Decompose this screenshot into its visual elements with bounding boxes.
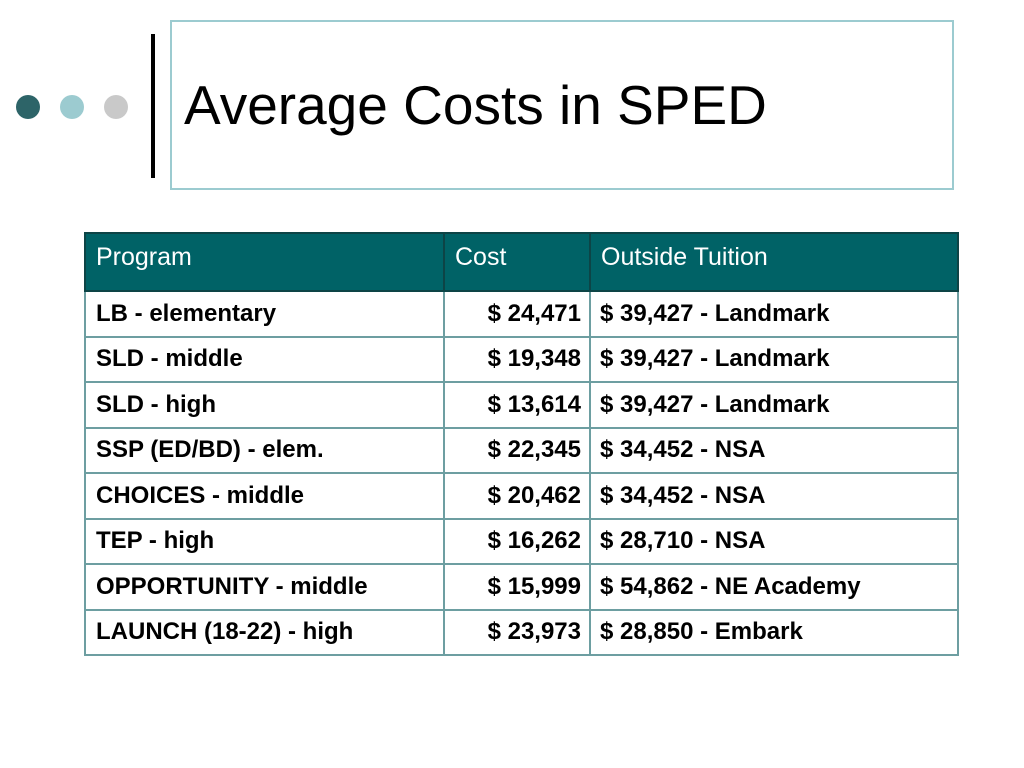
table-header-row: Program Cost Outside Tuition bbox=[84, 232, 959, 292]
column-header-outside-tuition: Outside Tuition bbox=[589, 232, 959, 292]
title-frame: Average Costs in SPED bbox=[170, 20, 954, 190]
table-row: SLD - middle $ 19,348 $ 39,427 - Landmark bbox=[84, 335, 959, 383]
table-row: SLD - high $ 13,614 $ 39,427 - Landmark bbox=[84, 381, 959, 429]
outside-tuition-cell: $ 28,710 - NSA bbox=[589, 517, 959, 565]
cost-cell: $ 15,999 bbox=[443, 563, 591, 611]
table-row: CHOICES - middle $ 20,462 $ 34,452 - NSA bbox=[84, 472, 959, 520]
program-cell: CHOICES - middle bbox=[84, 472, 445, 520]
cost-cell: $ 24,471 bbox=[443, 290, 591, 338]
program-cell: SSP (ED/BD) - elem. bbox=[84, 426, 445, 474]
title-divider-line bbox=[151, 34, 155, 178]
table-row: SSP (ED/BD) - elem. $ 22,345 $ 34,452 - NS… bbox=[84, 426, 959, 474]
cost-cell: $ 13,614 bbox=[443, 381, 591, 429]
program-cell: OPPORTUNITY - middle bbox=[84, 563, 445, 611]
program-cell: SLD - high bbox=[84, 381, 445, 429]
program-cell: LB - elementary bbox=[84, 290, 445, 338]
slide-title: Average Costs in SPED bbox=[184, 74, 767, 136]
outside-tuition-cell: $ 34,452 - NSA bbox=[589, 472, 959, 520]
outside-tuition-cell: $ 39,427 - Landmark bbox=[589, 381, 959, 429]
decorative-dot-gray bbox=[104, 95, 128, 119]
column-header-program: Program bbox=[84, 232, 445, 292]
column-header-cost: Cost bbox=[443, 232, 591, 292]
table-row: LB - elementary $ 24,471 $ 39,427 - Landma… bbox=[84, 290, 959, 338]
cost-cell: $ 22,345 bbox=[443, 426, 591, 474]
program-cell: SLD - middle bbox=[84, 335, 445, 383]
decorative-dot-teal bbox=[60, 95, 84, 119]
table-body: LB - elementary $ 24,471 $ 39,427 - Landma… bbox=[84, 290, 959, 656]
costs-table: Program Cost Outside Tuition LB - elemen… bbox=[84, 232, 959, 656]
table-row: OPPORTUNITY - middle $ 15,999 $ 54,862 - N… bbox=[84, 563, 959, 611]
cost-cell: $ 20,462 bbox=[443, 472, 591, 520]
cost-cell: $ 16,262 bbox=[443, 517, 591, 565]
decorative-dot-dark bbox=[16, 95, 40, 119]
table-row: LAUNCH (18-22) - high $ 23,973 $ 28,850 - … bbox=[84, 608, 959, 656]
cost-cell: $ 19,348 bbox=[443, 335, 591, 383]
program-cell: TEP - high bbox=[84, 517, 445, 565]
outside-tuition-cell: $ 39,427 - Landmark bbox=[589, 335, 959, 383]
outside-tuition-cell: $ 34,452 - NSA bbox=[589, 426, 959, 474]
outside-tuition-cell: $ 28,850 - Embark bbox=[589, 608, 959, 656]
outside-tuition-cell: $ 39,427 - Landmark bbox=[589, 290, 959, 338]
cost-cell: $ 23,973 bbox=[443, 608, 591, 656]
outside-tuition-cell: $ 54,862 - NE Academy bbox=[589, 563, 959, 611]
program-cell: LAUNCH (18-22) - high bbox=[84, 608, 445, 656]
table-row: TEP - high $ 16,262 $ 28,710 - NSA bbox=[84, 517, 959, 565]
